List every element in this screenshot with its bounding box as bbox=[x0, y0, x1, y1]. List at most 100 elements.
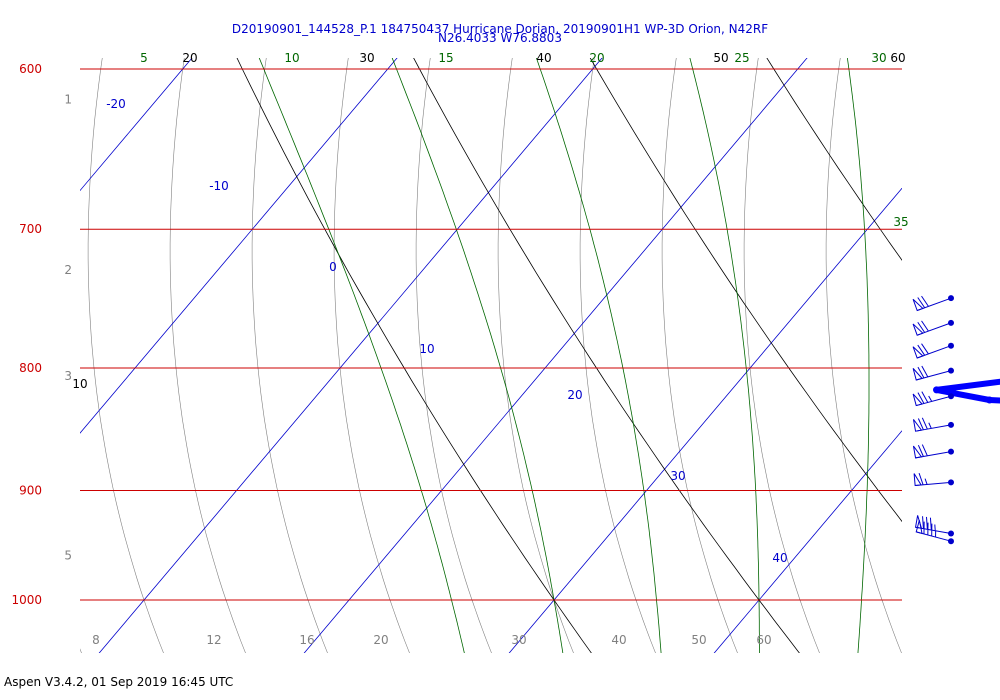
moist-adiabat-line bbox=[846, 58, 870, 653]
mixing-ratio-line bbox=[169, 58, 246, 653]
wind-barb-pennant bbox=[912, 419, 923, 432]
isotherm-line bbox=[80, 58, 193, 192]
wind-barb bbox=[915, 520, 954, 545]
pressure-label: 800 bbox=[19, 361, 42, 375]
wind-barb-half-feather bbox=[924, 478, 928, 485]
dry-adiabat-label: 60 bbox=[890, 51, 905, 65]
isotherm-line bbox=[713, 430, 902, 653]
mixing-ratio-label: 30 bbox=[511, 633, 526, 647]
wind-barb-feather bbox=[921, 365, 929, 378]
isotherm-line bbox=[303, 58, 808, 653]
wind-barb-feather bbox=[918, 472, 924, 485]
height-label: 1 bbox=[64, 93, 72, 107]
wind-barb-feather bbox=[917, 418, 924, 430]
isotherm-line bbox=[98, 58, 603, 653]
dry-adiabat-label: 40 bbox=[536, 51, 551, 65]
moist-adiabat-label: 25 bbox=[734, 51, 749, 65]
dry-adiabat-line bbox=[766, 58, 902, 261]
pressure-label: 900 bbox=[19, 483, 42, 497]
dewpoint-profile-line bbox=[933, 378, 1000, 404]
moist-adiabat-line bbox=[535, 58, 662, 653]
moist-adiabat-line bbox=[951, 0, 1000, 699]
height-label: 2 bbox=[64, 263, 72, 277]
moist-adiabat-label: 35 bbox=[893, 215, 908, 229]
height-label: 3 bbox=[64, 369, 72, 383]
wind-barb-feather bbox=[922, 516, 924, 529]
isotherm-line bbox=[508, 187, 902, 653]
mixing-ratio-line bbox=[990, 0, 1000, 699]
wind-barb-feather bbox=[917, 321, 926, 333]
dry-adiabat-line bbox=[589, 58, 902, 523]
mixing-ratio-label: 20 bbox=[373, 633, 388, 647]
wind-barb bbox=[913, 472, 954, 487]
pressure-label: 1000 bbox=[11, 593, 42, 607]
wind-barb bbox=[912, 342, 954, 359]
footer-text: Aspen V3.4.2, 01 Sep 2019 16:45 UTC bbox=[4, 675, 233, 689]
wind-barb-feather bbox=[917, 445, 924, 457]
wind-barb-pennant bbox=[912, 298, 924, 312]
mixing-ratio-label: 60 bbox=[756, 633, 771, 647]
wind-barb-feather bbox=[929, 517, 932, 531]
wind-barb bbox=[912, 391, 954, 407]
mixing-ratio-line bbox=[908, 0, 1000, 699]
isotherm-label: 40 bbox=[772, 551, 787, 565]
mixing-ratio-label: 50 bbox=[691, 633, 706, 647]
mixing-ratio-line bbox=[87, 58, 164, 653]
isotherm-label: -20 bbox=[106, 97, 126, 111]
dry-adiabat-line bbox=[413, 58, 800, 653]
mixing-ratio-line bbox=[415, 58, 492, 653]
wind-barb bbox=[912, 365, 954, 381]
isotherm-label: 20 bbox=[567, 388, 582, 402]
wind-barb-pennant bbox=[912, 445, 923, 459]
wind-barb-feather bbox=[917, 297, 926, 309]
wind-barb-half-feather bbox=[928, 422, 932, 429]
mixing-ratio-line bbox=[661, 58, 738, 653]
mixing-ratio-label: 16 bbox=[299, 633, 314, 647]
wind-barb-half-feather bbox=[928, 395, 933, 402]
dewpoint-profile-point bbox=[986, 396, 993, 404]
dry-adiabat-label: 30 bbox=[359, 51, 374, 65]
moist-adiabat-label: 30 bbox=[871, 51, 886, 65]
mixing-ratio-line bbox=[251, 58, 328, 653]
moist-adiabat-label: 20 bbox=[589, 51, 604, 65]
mixing-ratio-line bbox=[333, 58, 410, 653]
mixing-ratio-line bbox=[825, 58, 902, 653]
wind-barb bbox=[912, 444, 954, 459]
wind-barb-feather bbox=[921, 417, 928, 430]
mixing-ratio-label: 40 bbox=[611, 633, 626, 647]
mixing-ratio-line bbox=[497, 58, 574, 653]
wind-barb-feather bbox=[921, 295, 929, 307]
wind-barb-feather bbox=[921, 320, 929, 332]
wind-barb-feather bbox=[921, 391, 929, 403]
pressure-label: 700 bbox=[19, 222, 42, 236]
isotherm-line bbox=[80, 58, 398, 434]
dry-adiabat-line bbox=[236, 58, 592, 653]
dewpoint-profile-point bbox=[933, 386, 940, 394]
wind-barb-feather bbox=[921, 343, 929, 355]
chart-title-line2: N26.4033 W76.8803 bbox=[438, 31, 562, 45]
wind-barb-feather bbox=[917, 366, 925, 379]
wind-barb-feather bbox=[917, 392, 925, 404]
wind-barb-pennant bbox=[912, 368, 923, 381]
wind-barb-pennant bbox=[912, 346, 924, 359]
moist-adiabat-line bbox=[689, 58, 760, 653]
moist-adiabat-label: 15 bbox=[438, 51, 453, 65]
height-label: 5 bbox=[64, 548, 72, 562]
isotherm-label: 0 bbox=[329, 260, 337, 274]
dry-adiabat-label: 10 bbox=[72, 377, 87, 391]
wind-barb-feather bbox=[925, 516, 928, 530]
moist-adiabat-line bbox=[391, 58, 564, 653]
wind-barb-pennant bbox=[915, 520, 923, 535]
wind-barb-pennant bbox=[912, 393, 923, 407]
chart-title-line1: D20190901_144528_P.1 184750437 Hurricane… bbox=[232, 22, 768, 36]
moist-adiabat-label: 5 bbox=[140, 51, 148, 65]
moist-adiabat-line bbox=[258, 58, 465, 653]
wind-barb-pennant bbox=[913, 473, 922, 487]
isotherm-label: 30 bbox=[670, 469, 685, 483]
wind-barb bbox=[912, 417, 954, 432]
pressure-label: 600 bbox=[19, 62, 42, 76]
mixing-ratio-label: 12 bbox=[206, 633, 221, 647]
isotherm-label: -10 bbox=[209, 179, 229, 193]
mixing-ratio-line bbox=[579, 58, 656, 653]
